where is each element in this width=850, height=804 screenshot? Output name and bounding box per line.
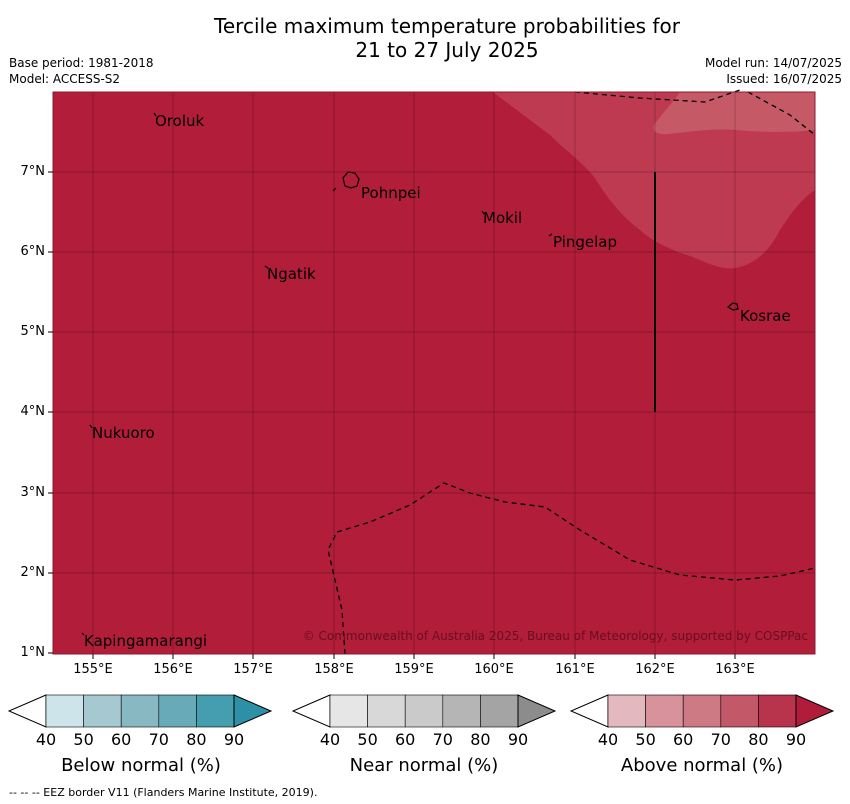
map-frame xyxy=(52,91,816,655)
place-label-nukuoro: Nukuoro xyxy=(92,424,155,442)
title-line-2: 21 to 27 July 2025 xyxy=(355,38,539,62)
colorbar-above-seg-1 xyxy=(607,694,646,728)
pohnpei-island xyxy=(342,171,360,189)
colorbar-near xyxy=(291,694,557,728)
place-label-pingelap: Pingelap xyxy=(553,233,617,251)
copyright-notice: © Commonwealth of Australia 2025, Bureau… xyxy=(303,629,808,643)
title-line-1: Tercile maximum temperature probabilitie… xyxy=(214,14,680,38)
x-tick-label: 160°E xyxy=(474,662,514,677)
colorbar-tick: 40 xyxy=(319,730,341,749)
colorbar-above-seg-4 xyxy=(720,694,759,728)
x-tick-label: 161°E xyxy=(555,662,595,677)
colorbar-below-arrow-left xyxy=(7,694,47,728)
colorbar-tick: 80 xyxy=(748,730,769,749)
x-tick-label: 155°E xyxy=(73,662,113,677)
model-run: Model run: 14/07/2025 xyxy=(704,56,842,70)
eez-borders xyxy=(327,89,816,655)
colorbar-above-label: Above normal (%) xyxy=(620,755,784,776)
colorbar-tick: 60 xyxy=(395,730,416,749)
meta-left: Base period: 1981-2018 Model: ACCESS-S2 xyxy=(9,55,154,87)
x-tick-label: 158°E xyxy=(314,662,354,677)
y-tick-label: 2°N xyxy=(20,565,46,580)
oroluk-mark xyxy=(153,112,157,117)
place-label-oroluk: Oroluk xyxy=(155,112,204,130)
model-name: Model: ACCESS-S2 xyxy=(9,72,121,86)
base-period: Base period: 1981-2018 xyxy=(9,56,154,70)
place-label-pohnpei: Pohnpei xyxy=(361,184,421,202)
colorbar-near-seg-3 xyxy=(404,694,444,728)
colorbar-above-arrow-right xyxy=(795,694,835,728)
colorbar-tick: 70 xyxy=(432,730,453,749)
place-label-mokil: Mokil xyxy=(483,209,522,227)
colorbar-tick: 40 xyxy=(597,730,619,749)
x-tick-label: 162°E xyxy=(635,662,675,677)
colorbar-near-label: Near normal (%) xyxy=(349,755,499,776)
colorbar-near-seg-4 xyxy=(442,694,481,728)
colorbar-above-seg-3 xyxy=(682,694,722,728)
y-tick-label: 3°N xyxy=(20,485,46,500)
colorbar-below xyxy=(7,694,273,728)
colorbar-below-seg-1 xyxy=(45,694,84,728)
colorbar-tick: 50 xyxy=(357,730,378,749)
colorbar-near-seg-5 xyxy=(480,694,519,728)
y-tick-label: 4°N xyxy=(20,404,46,419)
colorbar-tick: 50 xyxy=(635,730,656,749)
colorbar-tick: 60 xyxy=(111,730,132,749)
colorbar-tick: 90 xyxy=(785,730,807,749)
ant-atoll-mark xyxy=(332,187,337,192)
y-tick-label: 6°N xyxy=(20,244,46,259)
colorbar-above-arrow-left xyxy=(569,694,609,728)
nukuoro-mark xyxy=(89,424,93,429)
islands xyxy=(81,112,739,636)
y-tick-label: 1°N xyxy=(20,645,46,660)
colorbar-tick: 70 xyxy=(148,730,169,749)
colorbar-near-arrow-right xyxy=(517,694,557,728)
colorbar-tick: 60 xyxy=(673,730,694,749)
mokil-mark xyxy=(481,210,485,215)
colorbar-below-seg-2 xyxy=(83,694,122,728)
eez-footnote: -- -- -- EEZ border V11 (Flanders Marine… xyxy=(9,786,318,799)
meta-right: Model run: 14/07/2025 Issued: 16/07/2025 xyxy=(705,55,842,87)
place-label-kapingamarangi: Kapingamarangi xyxy=(84,632,207,650)
kapinga-mark xyxy=(81,632,85,636)
colorbar-near-seg-2 xyxy=(367,694,406,728)
colorbar-tick: 70 xyxy=(710,730,731,749)
kosrae-island xyxy=(726,302,739,311)
place-label-kosrae: Kosrae xyxy=(740,307,791,325)
colorbar-above-seg-5 xyxy=(758,694,797,728)
eez-border-east xyxy=(747,91,816,136)
eez-border-south xyxy=(327,482,816,655)
ngatik-mark xyxy=(264,265,269,269)
colorbar-near-arrow-left xyxy=(291,694,331,728)
colorbar-near-seg-1 xyxy=(329,694,368,728)
colorbar-tick: 80 xyxy=(470,730,491,749)
colorbar-tick: 50 xyxy=(73,730,94,749)
map-title: Tercile maximum temperature probabilitie… xyxy=(0,14,850,62)
eez-border-north xyxy=(574,89,741,103)
axis-ticks xyxy=(48,171,736,659)
colorbar-tick: 90 xyxy=(507,730,529,749)
colorbar-tick: 40 xyxy=(35,730,57,749)
issued-date: Issued: 16/07/2025 xyxy=(726,72,842,86)
colorbar-below-seg-3 xyxy=(120,694,160,728)
y-tick-label: 7°N xyxy=(20,164,46,179)
x-tick-label: 163°E xyxy=(715,662,755,677)
x-tick-label: 156°E xyxy=(153,662,193,677)
x-tick-label: 159°E xyxy=(394,662,434,677)
probability-region-70 xyxy=(653,92,815,135)
colorbar-below-seg-4 xyxy=(158,694,197,728)
colorbar-below-arrow-right xyxy=(233,694,273,728)
colorbar-tick: 90 xyxy=(223,730,245,749)
colorbar-above-seg-2 xyxy=(645,694,684,728)
y-tick-label: 5°N xyxy=(20,324,46,339)
colorbar-above xyxy=(569,694,835,728)
colorbar-tick: 80 xyxy=(186,730,207,749)
x-tick-label: 157°E xyxy=(233,662,273,677)
colorbar-below-label: Below normal (%) xyxy=(61,755,221,776)
colorbar-below-seg-5 xyxy=(196,694,235,728)
pingelap-mark xyxy=(548,233,553,237)
place-label-ngatik: Ngatik xyxy=(267,265,316,283)
